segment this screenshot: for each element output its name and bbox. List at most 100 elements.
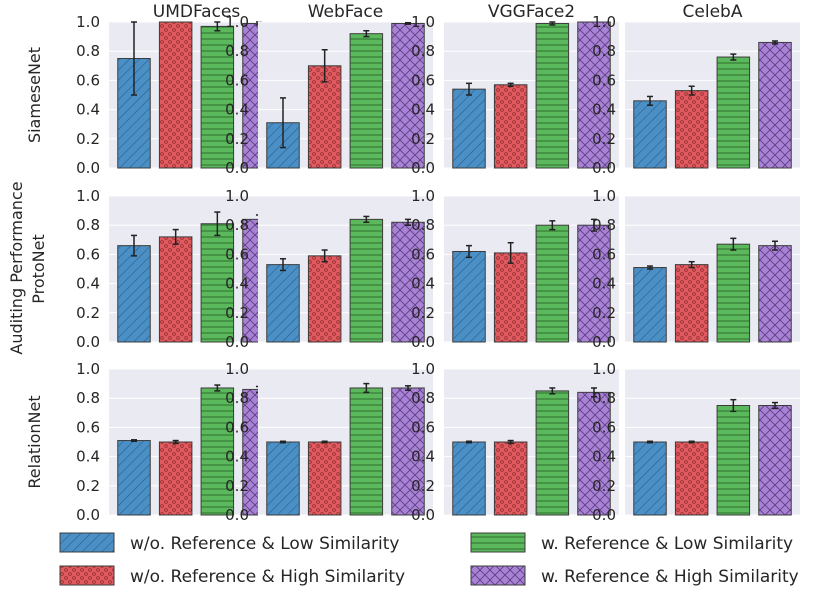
error-bar bbox=[507, 439, 514, 445]
error-bar bbox=[647, 265, 653, 270]
legend-item-4: w. Reference & High Similarity bbox=[470, 565, 799, 587]
panel-relationnet-celeba: 0.0 0.2 0.4 0.6 0.8 1.0 bbox=[592, 360, 800, 524]
y-tick-label: 0.0 bbox=[225, 333, 249, 351]
error-bar bbox=[688, 440, 695, 444]
legend-label: w. Reference & High Similarity bbox=[541, 567, 799, 587]
bar-protonet-vggface2-series-2 bbox=[493, 252, 528, 343]
bar-relationnet-vggface2-series-4 bbox=[577, 391, 611, 516]
bar-protonet-vggface2-series-4 bbox=[577, 224, 611, 343]
y-tick-label: 1.0 bbox=[225, 13, 249, 31]
y-tick-label: 0.8 bbox=[225, 42, 249, 60]
y-tick-label: 0.6 bbox=[76, 245, 100, 263]
panel-siamesenet-umdfaces: 0.0 0.2 0.4 0.6 0.8 1.0 bbox=[76, 13, 284, 177]
y-tick-label: 0.6 bbox=[592, 71, 616, 89]
y-tick-label: 0.2 bbox=[76, 304, 100, 322]
panel-protonet-webface: 0.0 0.2 0.4 0.6 0.8 1.0 bbox=[225, 187, 433, 351]
y-tick-label: 0.2 bbox=[225, 304, 249, 322]
y-tick-label: 0.0 bbox=[411, 159, 435, 177]
y-tick-label: 0.0 bbox=[76, 333, 100, 351]
y-tick-label: 1.0 bbox=[225, 187, 249, 205]
bar-siamesenet-vggface2-series-3 bbox=[535, 22, 570, 169]
panel-protonet-umdfaces: 0.0 0.2 0.4 0.6 0.8 1.0 bbox=[76, 187, 284, 351]
bar-siamesenet-celeba-series-4 bbox=[758, 41, 792, 169]
y-tick-label: 0.2 bbox=[592, 477, 616, 495]
y-tick-label: 0.0 bbox=[592, 333, 616, 351]
bar-relationnet-vggface2-series-1 bbox=[452, 441, 486, 516]
legend-item-3: w. Reference & Low Similarity bbox=[470, 532, 793, 554]
error-bar bbox=[730, 53, 737, 61]
panel-siamesenet-vggface2: 0.0 0.2 0.4 0.6 0.8 1.0 bbox=[411, 13, 619, 177]
y-tick-label: 0.6 bbox=[225, 71, 249, 89]
bar-protonet-celeba-series-3 bbox=[716, 243, 751, 343]
bar-siamesenet-celeba-series-1 bbox=[633, 100, 667, 169]
panel-relationnet-webface: 0.0 0.2 0.4 0.6 0.8 1.0 bbox=[225, 360, 433, 524]
row-label-protonet: ProtoNet bbox=[29, 234, 48, 304]
error-bar bbox=[172, 439, 179, 445]
bar-relationnet-celeba-series-3 bbox=[716, 405, 751, 516]
y-tick-label: 0.8 bbox=[76, 216, 100, 234]
y-tick-label: 1.0 bbox=[411, 13, 435, 31]
error-bar bbox=[549, 220, 556, 231]
y-tick-label: 0.8 bbox=[225, 216, 249, 234]
y-tick-label: 0.4 bbox=[76, 448, 100, 466]
error-bar bbox=[131, 439, 137, 443]
legend-swatch bbox=[59, 532, 115, 553]
y-tick-label: 0.4 bbox=[225, 275, 249, 293]
error-bar bbox=[507, 82, 514, 87]
y-tick-label: 0.0 bbox=[76, 159, 100, 177]
panel-siamesenet-webface: 0.0 0.2 0.4 0.6 0.8 1.0 bbox=[225, 13, 433, 177]
bar-relationnet-webface-series-1 bbox=[266, 441, 300, 516]
y-tick-label: 0.6 bbox=[76, 418, 100, 436]
y-tick-label: 0.8 bbox=[225, 389, 249, 407]
error-bar bbox=[549, 387, 556, 395]
error-bar bbox=[280, 97, 286, 149]
error-bar bbox=[214, 21, 221, 32]
y-tick-label: 0.6 bbox=[225, 245, 249, 263]
column-title-webface: WebFace bbox=[308, 2, 384, 22]
column-title-vggface2: VGGFace2 bbox=[488, 2, 575, 22]
legend-item-1: w/o. Reference & Low Similarity bbox=[59, 532, 399, 554]
bar-siamesenet-celeba-series-2 bbox=[674, 90, 709, 169]
error-bar bbox=[647, 440, 653, 444]
bar-relationnet-celeba-series-4 bbox=[758, 405, 792, 516]
bar-siamesenet-webface-series-3 bbox=[349, 33, 384, 169]
bar-relationnet-umdfaces-series-2 bbox=[158, 441, 193, 516]
error-bar bbox=[363, 215, 370, 224]
y-tick-label: 0.8 bbox=[411, 389, 435, 407]
bar-protonet-umdfaces-series-2 bbox=[158, 236, 193, 343]
y-tick-label: 1.0 bbox=[592, 360, 616, 378]
y-tick-label: 0.4 bbox=[225, 448, 249, 466]
error-bar bbox=[131, 21, 137, 96]
y-tick-label: 0.6 bbox=[225, 418, 249, 436]
y-tick-label: 1.0 bbox=[592, 13, 616, 31]
y-tick-label: 0.2 bbox=[592, 130, 616, 148]
column-title-celeba: CelebA bbox=[683, 2, 743, 22]
bar-relationnet-celeba-series-2 bbox=[674, 441, 709, 516]
bar-relationnet-webface-series-2 bbox=[307, 441, 342, 516]
error-bar bbox=[405, 385, 411, 391]
legend-item-2: w/o. Reference & High Similarity bbox=[59, 565, 405, 587]
error-bar bbox=[280, 258, 286, 272]
bar-protonet-webface-series-3 bbox=[349, 218, 384, 343]
y-tick-label: 0.2 bbox=[411, 130, 435, 148]
error-bar bbox=[405, 21, 411, 25]
y-tick-label: 0.0 bbox=[592, 506, 616, 524]
y-tick-label: 0.6 bbox=[592, 245, 616, 263]
error-bar bbox=[131, 234, 137, 257]
y-tick-label: 0.4 bbox=[592, 275, 616, 293]
panel-siamesenet-celeba: 0.0 0.2 0.4 0.6 0.8 1.0 bbox=[592, 13, 800, 177]
error-bar bbox=[405, 218, 411, 226]
error-bar bbox=[172, 228, 179, 245]
row-label-siamesenet: SiameseNet bbox=[25, 47, 44, 143]
y-tick-label: 0.2 bbox=[76, 477, 100, 495]
error-bar bbox=[321, 48, 328, 83]
bar-siamesenet-vggface2-series-4 bbox=[577, 21, 611, 169]
bar-protonet-vggface2-series-1 bbox=[452, 250, 486, 343]
y-axis-label: Auditing Performance bbox=[7, 181, 26, 354]
bar-siamesenet-vggface2-series-1 bbox=[452, 88, 486, 169]
error-bar bbox=[466, 82, 472, 96]
y-tick-label: 0.8 bbox=[411, 42, 435, 60]
y-tick-label: 1.0 bbox=[76, 187, 100, 205]
error-bar bbox=[214, 384, 221, 392]
y-tick-label: 0.2 bbox=[225, 130, 249, 148]
